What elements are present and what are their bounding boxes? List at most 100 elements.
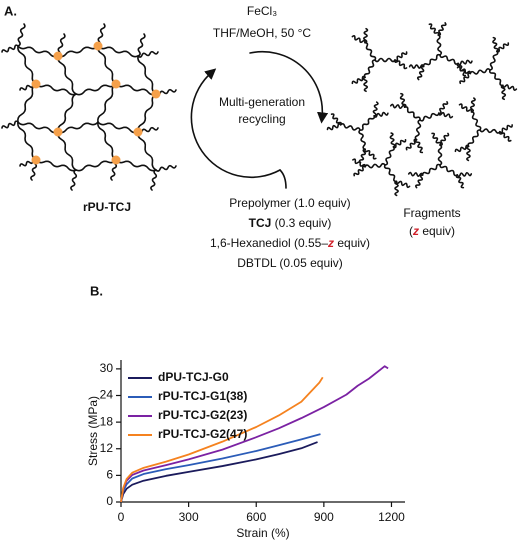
chain xyxy=(498,130,512,142)
chain xyxy=(422,53,441,68)
chain xyxy=(399,92,407,108)
chain xyxy=(384,146,395,166)
chain xyxy=(115,83,157,96)
chain xyxy=(374,57,396,63)
network-label: rPU-TCJ xyxy=(83,200,131,214)
chain xyxy=(363,59,376,79)
chain xyxy=(394,180,399,197)
chain xyxy=(359,115,376,131)
chain xyxy=(437,144,443,166)
reagent-text: equiv) xyxy=(334,236,370,250)
fragments-text: equiv) xyxy=(419,224,455,238)
series-line xyxy=(120,441,318,503)
y-tick-label: 18 xyxy=(100,414,114,428)
chain xyxy=(352,158,366,168)
y-tick-label: 0 xyxy=(106,494,113,508)
chain xyxy=(363,27,369,44)
chain xyxy=(17,83,37,123)
fragments-label: (z equiv) xyxy=(409,224,455,238)
chain xyxy=(97,121,139,134)
chain xyxy=(394,59,408,70)
chain xyxy=(57,45,99,58)
crosslink xyxy=(111,79,121,89)
chain xyxy=(155,164,177,172)
chain xyxy=(17,45,37,85)
crosslink xyxy=(31,155,41,165)
chain xyxy=(466,145,471,162)
fragments-var: z xyxy=(412,224,419,238)
chain xyxy=(35,159,77,172)
cycle-tail xyxy=(279,169,287,189)
legend-label: rPU-TCJ-G2(23) xyxy=(158,408,247,422)
series-line xyxy=(120,433,321,503)
reagent-text: 1,6-Hexanediol (0.55– xyxy=(210,236,328,250)
x-tick-label: 600 xyxy=(246,510,266,524)
y-axis-label: Stress (MPa) xyxy=(86,396,100,466)
chain xyxy=(469,68,491,75)
chain xyxy=(351,75,366,85)
chain xyxy=(358,129,366,151)
chain xyxy=(57,121,99,134)
reagent-line: TCJ (0.3 equiv) xyxy=(249,216,332,230)
chain xyxy=(1,120,19,129)
chain xyxy=(97,45,117,85)
chain xyxy=(415,174,424,189)
chain xyxy=(57,55,77,95)
chain xyxy=(358,148,367,164)
panel-label: B. xyxy=(90,283,103,298)
chain xyxy=(403,106,421,121)
fragments-text: Fragments xyxy=(403,206,460,220)
chain xyxy=(500,84,507,101)
chain xyxy=(439,164,459,177)
chain xyxy=(405,138,418,151)
chain xyxy=(137,33,146,57)
x-axis-label: Strain (%) xyxy=(236,526,289,540)
chain xyxy=(416,65,425,81)
chain xyxy=(373,111,389,118)
cycle-text: recycling xyxy=(238,112,285,126)
chain xyxy=(137,55,157,95)
crosslink xyxy=(151,89,161,99)
chain xyxy=(75,159,117,172)
crosslink xyxy=(111,155,121,165)
chain xyxy=(457,59,473,66)
chain xyxy=(502,84,518,91)
crosslink xyxy=(133,127,143,137)
chain xyxy=(454,144,470,153)
chain xyxy=(326,123,342,131)
reagent-var: z xyxy=(327,236,334,250)
reagent-line: DBTDL (0.05 equiv) xyxy=(237,256,343,270)
chain xyxy=(70,169,78,191)
chain xyxy=(421,163,441,176)
reagent-text: TCJ xyxy=(249,216,272,230)
y-tick-label: 24 xyxy=(100,388,114,402)
y-tick-label: 30 xyxy=(100,361,114,375)
chain xyxy=(57,93,77,133)
panel-label: A. xyxy=(4,3,17,18)
chain xyxy=(439,132,450,146)
y-tick-label: 12 xyxy=(100,441,114,455)
chain xyxy=(35,83,77,96)
chain xyxy=(488,69,504,87)
chain xyxy=(479,128,501,134)
chain xyxy=(383,164,398,183)
chain xyxy=(437,111,454,119)
legend-label: rPU-TCJ-G1(38) xyxy=(158,389,247,403)
x-tick-label: 300 xyxy=(179,510,199,524)
chain xyxy=(469,97,476,113)
chain xyxy=(97,45,139,58)
x-tick-label: 900 xyxy=(314,510,334,524)
chain xyxy=(57,131,77,171)
cycle-arrow xyxy=(249,50,329,124)
y-tick-label: 6 xyxy=(106,468,113,482)
chain xyxy=(414,138,424,154)
chain xyxy=(137,50,159,58)
chain xyxy=(150,169,158,191)
chain xyxy=(456,171,473,178)
chain xyxy=(492,36,499,53)
chain xyxy=(499,124,513,134)
conditions: THF/MeOH, 50 °C xyxy=(213,26,311,40)
